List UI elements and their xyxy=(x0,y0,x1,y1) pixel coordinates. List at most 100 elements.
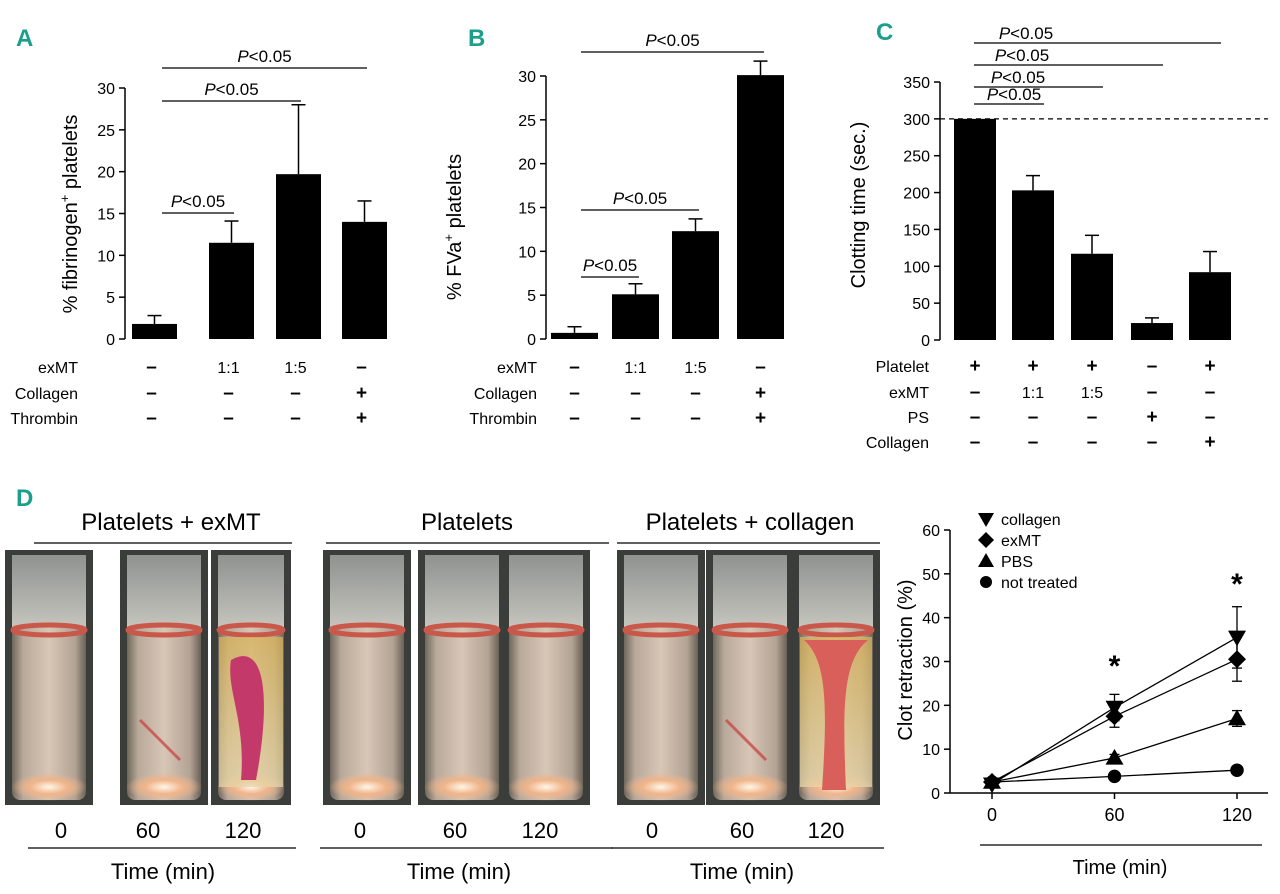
marker-exMT xyxy=(1228,650,1246,669)
tube-photo xyxy=(211,550,291,805)
condition-cell-a: – xyxy=(290,383,301,404)
bar-b xyxy=(612,294,659,339)
y-tick-label-d: 60 xyxy=(922,523,940,540)
bar-a xyxy=(209,242,254,339)
tube-time-label: 120 xyxy=(522,818,559,843)
panel-label-d: D xyxy=(16,485,33,512)
condition-label-b: exMT xyxy=(497,360,537,377)
tube-meniscus-ring xyxy=(622,622,700,638)
significance-label-a: P<0.05 xyxy=(237,47,291,66)
condition-cell-a: – xyxy=(223,408,234,429)
y-tick-label-d: 10 xyxy=(922,742,940,759)
tube-photo xyxy=(502,550,590,805)
y-tick-label-c: 200 xyxy=(903,186,930,203)
tube-time-label: 0 xyxy=(55,818,67,843)
significance-label-c: P<0.05 xyxy=(995,46,1049,65)
condition-cell-c: + xyxy=(969,356,980,377)
condition-cell-c: – xyxy=(1205,407,1216,428)
tube-time-label: 60 xyxy=(730,818,754,843)
y-tick-label-a: 25 xyxy=(97,123,115,140)
y-tick-label-d: 30 xyxy=(922,655,940,672)
y-tick-label-b: 15 xyxy=(518,201,536,218)
significance-label-a: P<0.05 xyxy=(171,192,225,211)
significance-label-b: P<0.05 xyxy=(583,256,637,275)
significance-label-c: P<0.05 xyxy=(991,68,1045,87)
tube-bottom-glow xyxy=(126,773,202,801)
bar-c xyxy=(1189,272,1231,340)
tube-meniscus-ring xyxy=(125,622,203,638)
condition-cell-b: – xyxy=(630,383,641,404)
y-tick-label-c: 350 xyxy=(903,75,930,92)
y-axis-label-a: % fibrinogen+ platelets xyxy=(57,115,82,314)
tube-bottom-glow xyxy=(508,773,584,801)
photo-group-xlabel: Time (min) xyxy=(111,859,215,884)
significance-star-d: * xyxy=(1231,568,1243,601)
x-tick-label-d: 0 xyxy=(987,805,997,825)
bar-b xyxy=(672,231,719,339)
clot-streak xyxy=(724,718,768,762)
tube-bottom-glow xyxy=(623,773,699,801)
condition-label-c: exMT xyxy=(889,385,929,402)
condition-cell-b: 1:1 xyxy=(624,360,646,377)
tube-photo xyxy=(323,550,411,805)
legend-marker-not-treated xyxy=(980,576,992,588)
tube-meniscus-ring xyxy=(507,622,585,638)
photo-group-xlabel: Time (min) xyxy=(407,859,511,884)
photo-group-title: Platelets xyxy=(421,509,513,536)
bar-c xyxy=(954,118,996,340)
marker-not-treated xyxy=(1230,763,1244,777)
bar-c xyxy=(1012,190,1054,340)
condition-label-c: PS xyxy=(908,410,929,427)
photo-group-xlabel: Time (min) xyxy=(690,859,794,884)
condition-cell-c: + xyxy=(1027,356,1038,377)
condition-label-a: exMT xyxy=(38,360,78,377)
condition-cell-a: – xyxy=(146,408,157,429)
tube-time-label: 0 xyxy=(354,818,366,843)
y-tick-label-b: 5 xyxy=(527,288,536,305)
y-tick-label-a: 20 xyxy=(97,165,115,182)
tube-photo xyxy=(5,550,93,805)
tube-time-label: 60 xyxy=(136,818,160,843)
condition-cell-a: + xyxy=(356,383,367,404)
legend-label-collagen: collagen xyxy=(1001,512,1061,529)
y-tick-label-c: 100 xyxy=(903,259,930,276)
tube-top-air xyxy=(624,555,698,627)
y-tick-label-b: 10 xyxy=(518,244,536,261)
condition-cell-b: + xyxy=(755,383,766,404)
marker-PBS xyxy=(1228,709,1246,726)
condition-cell-c: – xyxy=(1087,407,1098,428)
chart-d: 0 10 20 30 40 50 60 0 60 120 Time (min) Clot retrac… xyxy=(895,512,1268,879)
legend-marker-exMT xyxy=(978,532,994,548)
tube-top-air xyxy=(799,555,873,627)
tube-photo xyxy=(617,550,705,805)
tube-top-air xyxy=(218,555,284,627)
condition-cell-c: – xyxy=(1147,382,1158,403)
legend-label-exMT: exMT xyxy=(1001,533,1041,550)
condition-cell-b: + xyxy=(755,408,766,429)
significance-label-a: P<0.05 xyxy=(204,80,258,99)
y-tick-label-b: 25 xyxy=(518,113,536,130)
condition-label-a: Thrombin xyxy=(10,411,78,428)
tube-photo xyxy=(120,550,208,805)
condition-cell-a: 1:5 xyxy=(284,360,306,377)
y-tick-label-a: 15 xyxy=(97,207,115,224)
condition-cell-a: – xyxy=(356,357,367,378)
tube-time-label: 120 xyxy=(225,818,262,843)
bar-c xyxy=(1071,253,1113,340)
y-tick-label-b: 30 xyxy=(518,69,536,86)
tube-meniscus-ring xyxy=(711,622,789,638)
y-tick-label-c: 0 xyxy=(921,333,930,350)
chart-c: 0 50 100 150 200 250 300 350 Clotting time (sec.… xyxy=(848,24,1268,453)
condition-label-c: Platelet xyxy=(876,359,930,376)
tube-meniscus-ring xyxy=(328,622,406,638)
bar-a xyxy=(342,221,387,339)
tube-bottom-glow xyxy=(424,773,500,801)
condition-cell-c: + xyxy=(1086,356,1097,377)
condition-cell-c: – xyxy=(1147,432,1158,453)
condition-cell-c: + xyxy=(1204,432,1215,453)
condition-cell-c: + xyxy=(1146,407,1157,428)
y-tick-label-c: 50 xyxy=(912,296,930,313)
clot xyxy=(230,656,264,780)
y-tick-label-d: 40 xyxy=(922,611,940,628)
condition-cell-c: 1:1 xyxy=(1022,385,1044,402)
